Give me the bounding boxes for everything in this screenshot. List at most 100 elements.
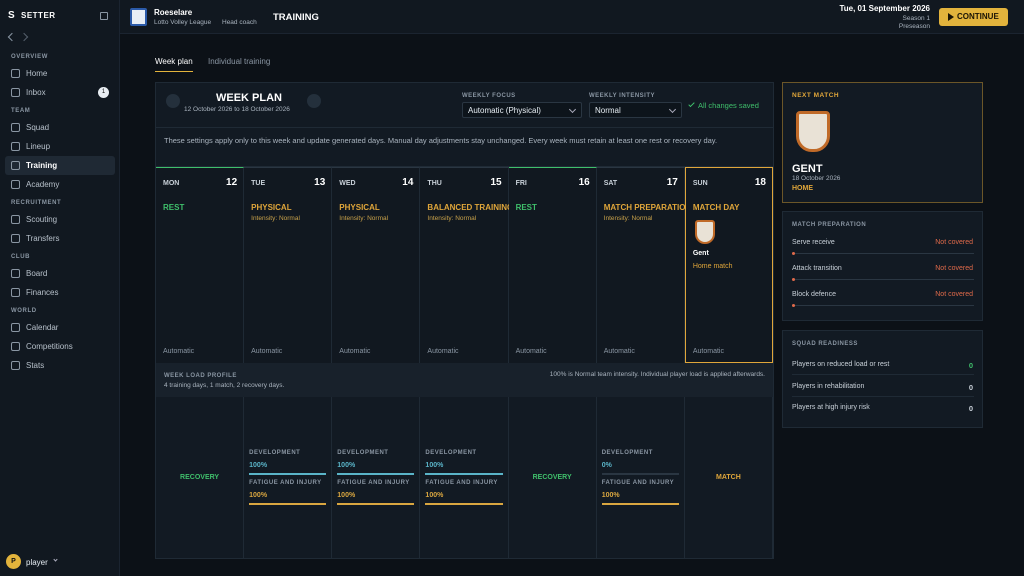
nav-item[interactable]: Home: [5, 64, 115, 83]
day-number: 14: [402, 177, 414, 188]
development-value: 100%: [425, 462, 444, 469]
opponent-crest: [694, 220, 715, 244]
nav-item[interactable]: Squad: [5, 118, 115, 137]
fatigue-bar: [601, 503, 679, 505]
load-label: RECOVERY: [532, 474, 572, 481]
nav-label: Squad: [26, 123, 50, 132]
session: PHYSICAL: [339, 203, 380, 212]
prep-title: MATCH PREPARATION: [792, 222, 867, 228]
section-title: TEAM: [11, 108, 31, 114]
prep-label: Attack transition: [792, 265, 842, 272]
continue-button[interactable]: CONTINUE: [939, 8, 1008, 26]
session: REST: [163, 203, 185, 212]
nav-item[interactable]: Calendar: [5, 318, 115, 337]
nav-item[interactable]: Stats: [5, 356, 115, 375]
intensity-select[interactable]: Normal: [589, 102, 682, 118]
logo-letter: S: [8, 10, 15, 21]
nav-item[interactable]: Finances: [5, 283, 115, 302]
next-venue: HOME: [792, 185, 813, 192]
development-bar: [249, 473, 327, 475]
day-number: 15: [490, 177, 502, 188]
session: PHYSICAL: [251, 203, 292, 212]
next-date: 18 October 2026: [792, 175, 841, 182]
development-value: 0%: [601, 462, 612, 469]
league: Lotto Volley League: [154, 19, 212, 26]
nav-icon: [11, 69, 20, 78]
nav-item[interactable]: Academy: [5, 175, 115, 194]
session: BALANCED TRAINING: [427, 203, 514, 212]
intensity: Intensity: Normal: [339, 215, 389, 222]
mode: Automatic: [692, 348, 724, 355]
nav-icon: [11, 342, 20, 351]
load-title: WEEK LOAD PROFILE: [164, 373, 237, 379]
day-card[interactable]: WED 14 PHYSICAL Intensity: Normal Automatic: [332, 167, 421, 363]
day-card[interactable]: SAT 17 MATCH PREPARATION Intensity: Normal A…: [596, 167, 691, 363]
weekday: WED: [339, 180, 356, 187]
opponent-crest-large: [796, 111, 830, 152]
collapse-button[interactable]: [100, 12, 108, 20]
tab[interactable]: Individual training: [208, 57, 271, 66]
tab[interactable]: Week plan: [155, 57, 193, 72]
divider: [156, 127, 773, 128]
nav-item[interactable]: Scouting: [5, 210, 115, 229]
fatigue-label: FATIGUE AND INJURY: [337, 480, 410, 486]
row-divider: [792, 395, 974, 397]
nav-item[interactable]: Competitions: [5, 337, 115, 356]
day-card[interactable]: SUN 18 MATCH DAY Gent Home match Automatic: [684, 167, 773, 363]
brand: SETTER: [21, 11, 56, 20]
day-card[interactable]: THU 15 BALANCED TRAINING Intensity: Normal A…: [420, 167, 513, 363]
nav-item[interactable]: Board: [5, 264, 115, 283]
fatigue-bar: [425, 503, 503, 505]
development-value: 100%: [337, 462, 356, 469]
nav-icon: [11, 215, 20, 224]
load-label: MATCH: [716, 474, 741, 481]
load-column: MATCH: [685, 397, 773, 558]
day-number: 18: [754, 177, 766, 188]
nav-item[interactable]: Inbox 1: [5, 83, 115, 102]
session: MATCH DAY: [692, 203, 740, 212]
day-card[interactable]: MON 12 REST Automatic: [156, 167, 245, 363]
prev-week[interactable]: [166, 94, 180, 108]
intensity: Intensity: Normal: [251, 215, 300, 222]
nav-icon: [11, 288, 20, 297]
play-icon: [948, 13, 954, 21]
development-track: [601, 473, 679, 475]
chevron: [53, 557, 58, 562]
nav-icon: [11, 161, 20, 170]
avatar: P: [6, 554, 21, 569]
nav-label: Board: [26, 269, 48, 278]
mode: Automatic: [515, 348, 547, 355]
team-crest: [130, 8, 147, 26]
day-number: 12: [226, 177, 238, 188]
fatigue-track: [425, 503, 503, 505]
next-match-panel[interactable]: NEXT MATCH GENT 18 October 2026 HOME: [782, 82, 983, 203]
nav-label: Stats: [26, 361, 45, 370]
nav-item[interactable]: Transfers: [5, 229, 115, 248]
weekday: TUE: [251, 180, 266, 187]
nav-item[interactable]: Lineup: [5, 137, 115, 156]
day-card[interactable]: TUE 13 PHYSICAL Intensity: Normal Automatic: [244, 167, 333, 363]
load-note: 100% is Normal team intensity. Individua…: [549, 371, 765, 378]
nav-label: Training: [26, 161, 58, 170]
focus-select[interactable]: Automatic (Physical): [462, 102, 582, 118]
development-bar: [337, 473, 415, 475]
days: MON 12 REST Automatic TUE 13 PHYSICAL Intensity…: [156, 166, 773, 363]
prep-status: Not covered: [935, 291, 973, 298]
next-week[interactable]: [307, 94, 321, 108]
nav-label: Academy: [26, 180, 60, 189]
back-arrow[interactable]: [7, 32, 17, 42]
load-column: DEVELOPMENT 100% FATIGUE AND INJURY 100%: [244, 397, 333, 558]
day-card[interactable]: FRI 16 REST Automatic: [508, 167, 597, 363]
forward-arrow[interactable]: [19, 32, 29, 42]
fatigue-label: FATIGUE AND INJURY: [249, 480, 322, 486]
role: Head coach: [222, 19, 257, 26]
load-summary: 4 training days, 1 match, 2 recovery day…: [164, 382, 285, 389]
load-label: RECOVERY: [180, 474, 220, 481]
fatigue-value: 100%: [249, 492, 268, 499]
opponent: Gent: [692, 250, 709, 257]
prep-dot: [792, 252, 795, 255]
weekday: SUN: [692, 180, 708, 187]
nav-item[interactable]: Training: [5, 156, 115, 175]
